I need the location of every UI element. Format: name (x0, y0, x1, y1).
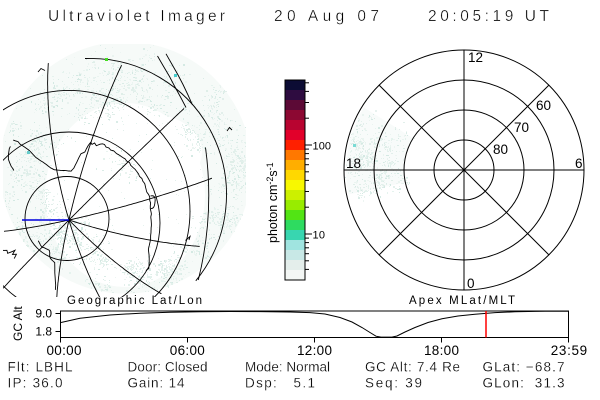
svg-text:GLat: −68.7: GLat: −68.7 (483, 360, 565, 375)
svg-text:00:00: 00:00 (47, 343, 82, 358)
svg-text:IP: 36.0: IP: 36.0 (8, 376, 63, 391)
svg-text:12: 12 (468, 50, 483, 65)
svg-text:20:05:19 UT: 20:05:19 UT (428, 8, 550, 25)
svg-text:1.8: 1.8 (35, 325, 52, 339)
svg-text:80: 80 (493, 142, 508, 157)
svg-text:Door: Closed: Door: Closed (128, 360, 208, 375)
svg-text:Gain: 14: Gain: 14 (128, 376, 185, 391)
svg-text:GLon: 31.3: GLon: 31.3 (483, 376, 565, 391)
svg-text:18: 18 (346, 156, 361, 171)
svg-text:Mode: Normal: Mode: Normal (245, 360, 330, 375)
svg-text:20 Aug 07: 20 Aug 07 (274, 8, 379, 25)
svg-text:Dsp: 5.1: Dsp: 5.1 (245, 376, 315, 391)
svg-text:10: 10 (313, 230, 326, 242)
svg-text:60: 60 (536, 98, 551, 113)
svg-text:70: 70 (514, 120, 529, 135)
svg-text:Flt: LBHL: Flt: LBHL (8, 360, 73, 375)
svg-text:18:00: 18:00 (424, 343, 459, 358)
svg-text:12:00: 12:00 (297, 343, 332, 358)
svg-text:9.0: 9.0 (35, 307, 52, 321)
svg-text:Ultraviolet Imager: Ultraviolet Imager (48, 8, 225, 25)
svg-text:100: 100 (313, 141, 332, 153)
svg-text:photon cm-2s-1: photon cm-2s-1 (265, 162, 280, 243)
svg-text:06:00: 06:00 (170, 343, 205, 358)
svg-text:Geographic Lat/Lon: Geographic Lat/Lon (67, 295, 202, 307)
svg-text:0: 0 (467, 276, 475, 291)
svg-text:GC Alt: 7.4 Re: GC Alt: 7.4 Re (365, 360, 460, 375)
svg-text:Apex MLat/MLT: Apex MLat/MLT (409, 295, 515, 307)
svg-text:23:59: 23:59 (551, 343, 588, 358)
svg-text:6: 6 (575, 156, 583, 171)
svg-text:Seq: 39: Seq: 39 (365, 376, 422, 391)
svg-text:GC Alt: GC Alt (11, 306, 25, 341)
